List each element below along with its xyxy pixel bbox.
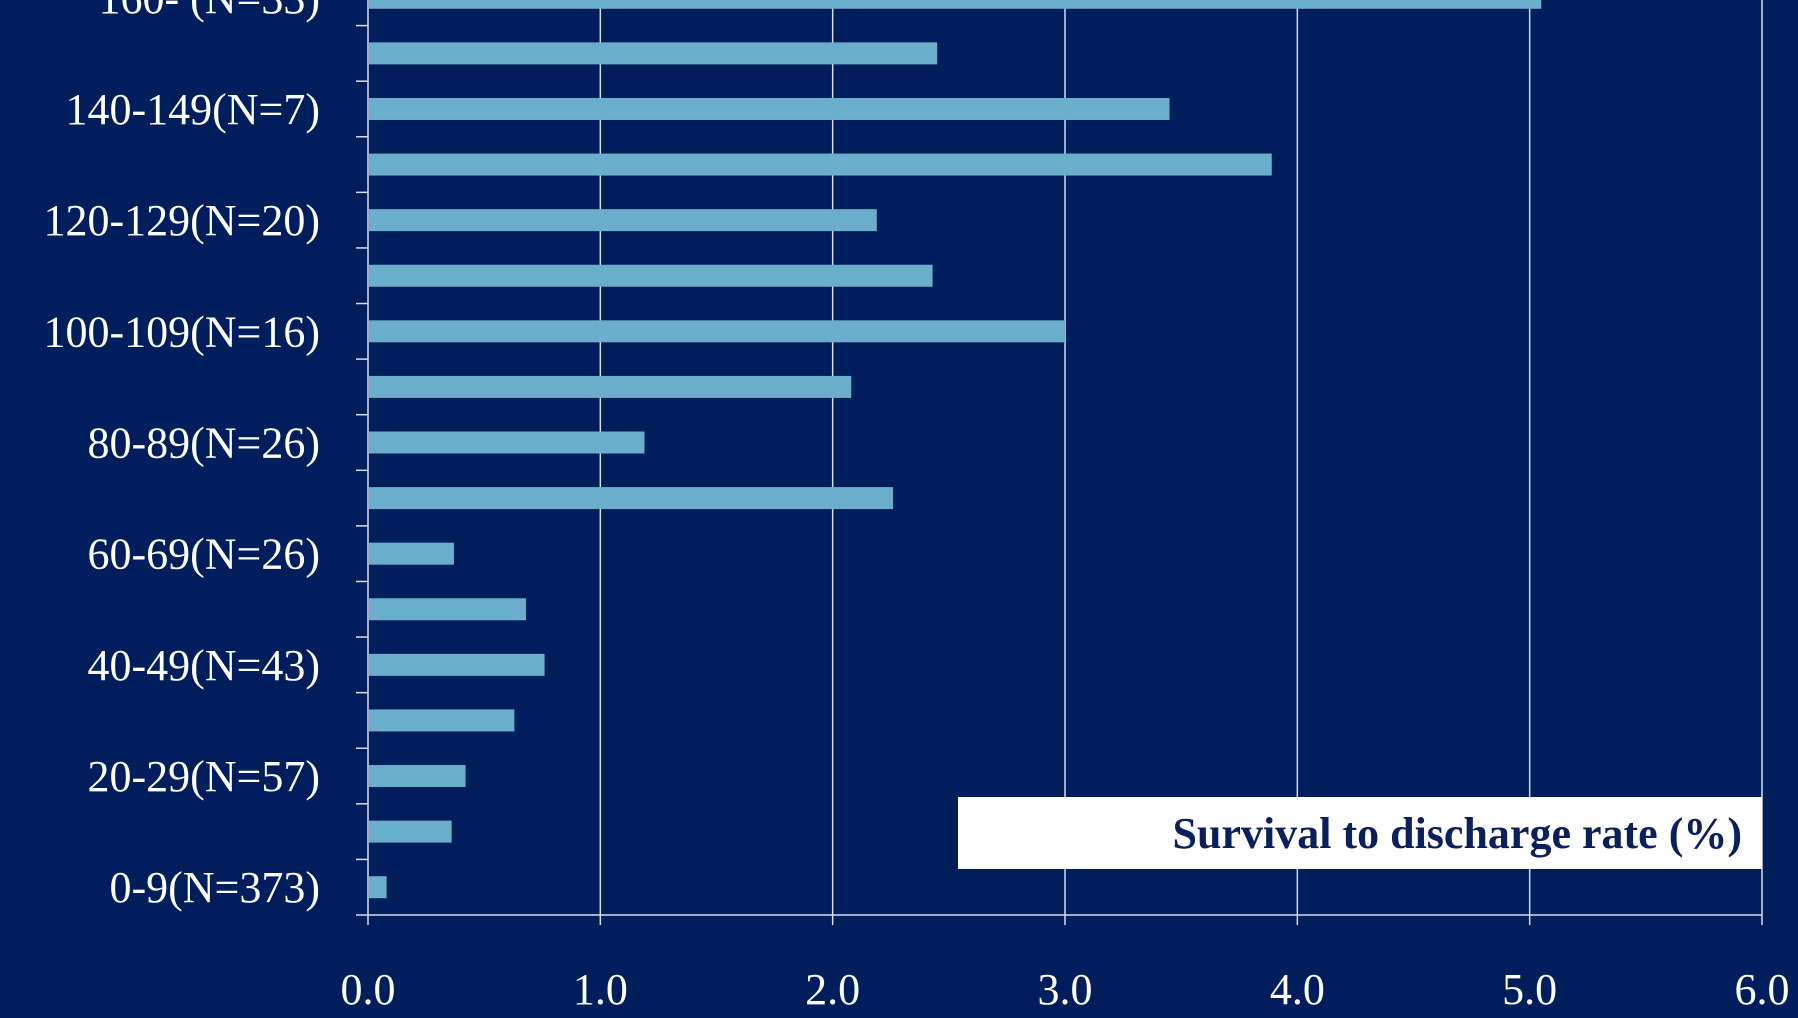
bar [369, 820, 452, 843]
bar [369, 320, 1065, 343]
bar [369, 598, 526, 621]
x-tick-label: 1.0 [573, 965, 628, 1013]
bar [369, 209, 877, 232]
axis-layer [356, 0, 1763, 925]
label-layer: 0.0 1.0 2.0 3.0 4.0 5.0 6.0 0-9(N=373) 20-29(N=5… [43, 0, 1790, 1014]
y-category-label: 140-149(N=7) [65, 85, 320, 134]
x-tick-label: 5.0 [1502, 965, 1557, 1013]
y-category-label: 20-29(N=57) [87, 752, 320, 801]
bar [369, 876, 387, 899]
y-category-label: 0-9(N=373) [109, 863, 320, 912]
bar [369, 709, 515, 732]
grid-layer [599, 0, 1763, 915]
y-category-label: 100-109(N=16) [43, 307, 320, 356]
x-tick-label: 3.0 [1038, 965, 1093, 1013]
x-tick-label: 4.0 [1270, 965, 1325, 1013]
bar [369, 765, 466, 788]
bar [369, 153, 1272, 176]
bar [369, 542, 454, 565]
legend: Survival to discharge rate (%) [958, 797, 1762, 869]
y-category-label: 80-89(N=26) [87, 419, 320, 468]
bar [369, 653, 545, 676]
y-category-label: 60-69(N=26) [87, 530, 320, 579]
y-category-label: 40-49(N=43) [87, 641, 320, 690]
x-tick-label: 6.0 [1735, 965, 1790, 1013]
x-tick-label: 0.0 [341, 965, 396, 1013]
bar [369, 487, 894, 510]
bar [369, 431, 645, 454]
legend-label: Survival to discharge rate (%) [1172, 808, 1742, 858]
bar [369, 0, 1542, 9]
bar [369, 42, 938, 65]
y-category-label: 120-129(N=20) [43, 196, 320, 245]
bar-layer [369, 0, 1542, 899]
bar [369, 264, 933, 287]
bar [369, 375, 852, 398]
bar [369, 97, 1170, 120]
x-tick-label: 2.0 [805, 965, 860, 1013]
y-category-label: 160- (N=33) [98, 0, 320, 23]
